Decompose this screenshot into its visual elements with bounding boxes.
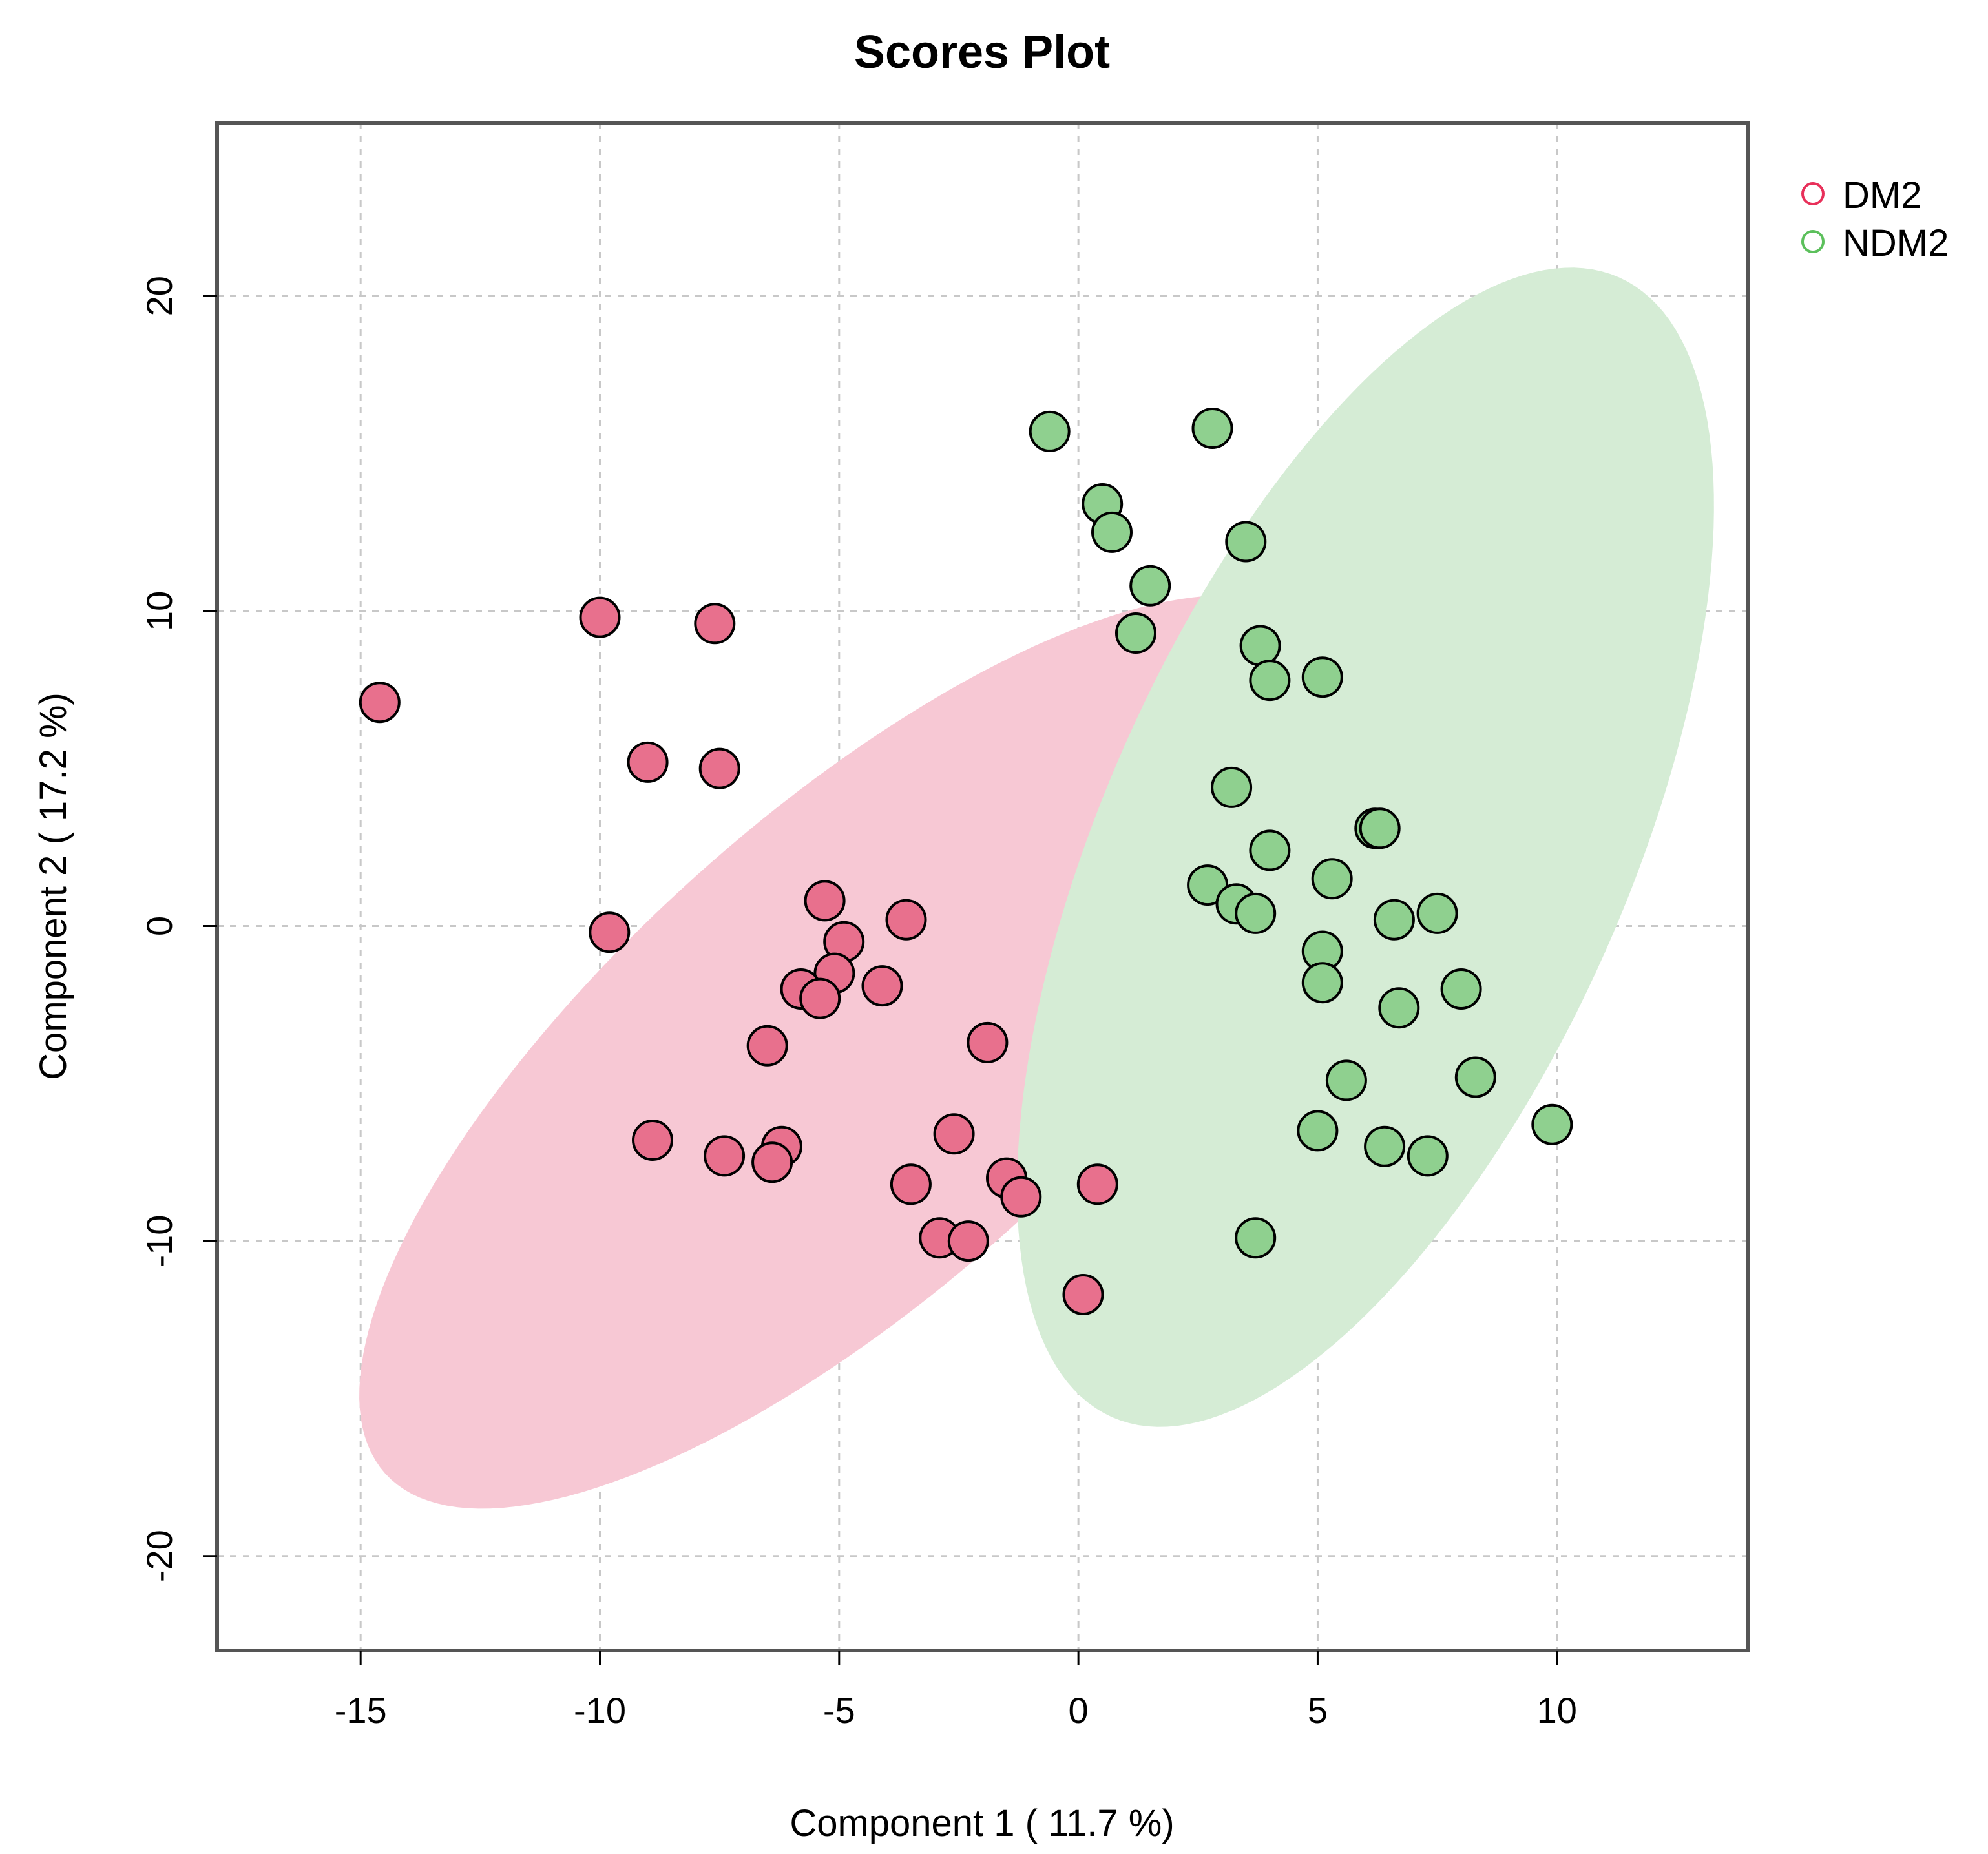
dm2-point (704, 1135, 746, 1177)
dm2-point (632, 1120, 673, 1161)
dm2-legend-label: DM2 (1843, 174, 1921, 216)
dm2-point (1062, 1274, 1104, 1315)
ndm2-legend-marker (1801, 230, 1825, 253)
ndm2-point (1325, 1059, 1367, 1101)
dm2-point (947, 1220, 989, 1262)
ndm2-point (1297, 1110, 1339, 1152)
dm2-point (751, 1141, 793, 1183)
ndm2-point (1187, 864, 1229, 906)
ndm2-point (1249, 660, 1291, 702)
dm2-point (694, 603, 736, 645)
x-tick-label: 10 (1537, 1690, 1577, 1731)
y-tick-label: 0 (139, 916, 180, 936)
dm2-point (933, 1113, 975, 1155)
y-tick-label: 20 (139, 276, 180, 316)
y-tick-label: 10 (139, 591, 180, 631)
ndm2-point (1091, 511, 1133, 553)
chart-title: Scores Plot (854, 26, 1110, 78)
x-axis-label: Component 1 ( 11.7 %) (790, 1802, 1174, 1844)
legend: DM2 NDM2 (1801, 174, 1949, 264)
plot-frame (215, 121, 1750, 1652)
dm2-legend-marker (1801, 182, 1825, 205)
x-axis-ticks: -15 -10 -5 0 5 10 (335, 1651, 1577, 1731)
dm2-point (890, 1163, 932, 1205)
ndm2-point (1373, 899, 1415, 941)
dm2-point (1076, 1163, 1118, 1205)
ndm2-point (1249, 829, 1291, 871)
ndm2-point (1115, 612, 1156, 654)
ndm2-point (1531, 1103, 1573, 1145)
x-tick-label: -10 (574, 1690, 626, 1731)
ndm2-point (1359, 807, 1401, 849)
ndm2-point (1440, 968, 1482, 1010)
x-tick-label: 0 (1069, 1690, 1089, 1731)
ndm2-point (1129, 565, 1171, 607)
ndm2-point (1301, 962, 1343, 1004)
dm2-point (579, 596, 621, 638)
ndm2-point (1416, 892, 1458, 934)
ndm2-point (1235, 1217, 1277, 1259)
dm2-point (804, 880, 846, 922)
x-tick-label: -15 (335, 1690, 387, 1731)
ndm2-point (1378, 987, 1420, 1029)
ndm2-point (1364, 1125, 1406, 1167)
dm2-point (746, 1025, 788, 1067)
dm2-point (359, 682, 401, 724)
dm2-point (589, 911, 631, 953)
ndm2-point (1407, 1135, 1449, 1177)
ndm2-ellipse (1017, 267, 1714, 1427)
y-axis-ticks: -20 -10 0 10 20 (139, 276, 217, 1582)
confidence-ellipses (359, 267, 1714, 1509)
dm2-point (861, 965, 903, 1007)
y-tick-label: -20 (139, 1530, 180, 1582)
y-axis-label: Component 2 ( 17.2 %) (32, 693, 74, 1080)
dm2-point (627, 741, 669, 783)
x-tick-label: 5 (1308, 1690, 1328, 1731)
ndm2-point (1029, 410, 1071, 452)
x-tick-label: -5 (823, 1690, 855, 1731)
ndm2-point (1454, 1056, 1496, 1098)
ndm2-legend-label: NDM2 (1843, 222, 1949, 264)
dm2-point (698, 747, 740, 789)
dm2-point (885, 899, 927, 941)
ndm2-point (1235, 892, 1277, 934)
ndm2-point (1211, 766, 1253, 808)
y-tick-label: -10 (139, 1215, 180, 1267)
score-points (359, 408, 1573, 1315)
ndm2-point (1225, 521, 1267, 563)
ndm2-point (1239, 625, 1281, 667)
ndm2-point (1191, 408, 1233, 449)
ndm2-point (1301, 656, 1343, 698)
ndm2-point (1311, 858, 1353, 900)
dm2-point (1000, 1176, 1042, 1218)
dm2-point (799, 977, 841, 1019)
dm2-point (967, 1021, 1009, 1063)
